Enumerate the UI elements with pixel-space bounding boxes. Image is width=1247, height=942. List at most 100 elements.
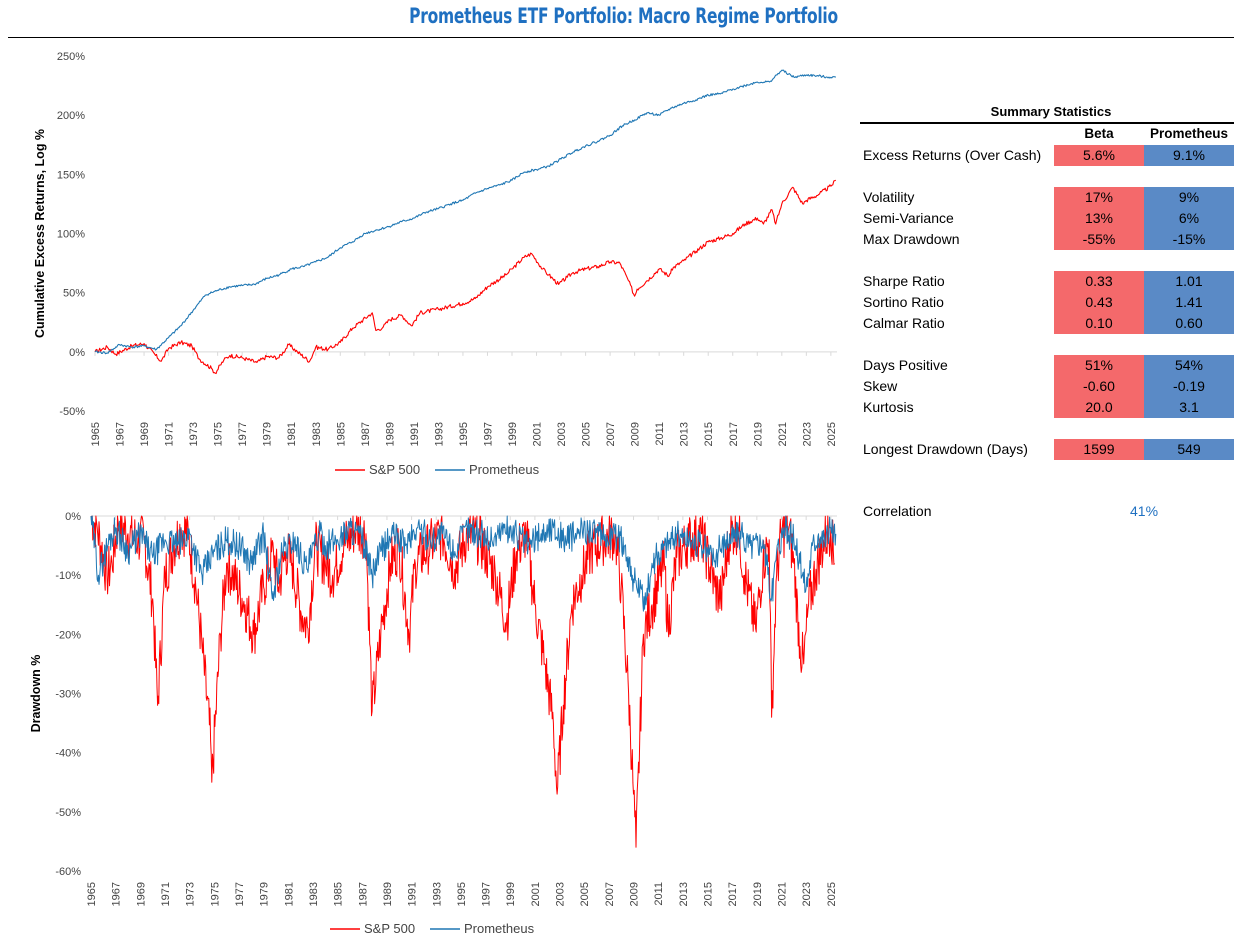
x-tick-label: 1971	[160, 882, 172, 906]
x-tick-label: 2017	[728, 422, 740, 446]
x-tick-label: 1969	[135, 882, 147, 906]
x-tick-label: 2003	[555, 882, 567, 906]
legend-label: Prometheus	[469, 462, 540, 477]
x-tick-label: 2001	[530, 882, 542, 906]
y-tick-label: -10%	[55, 570, 81, 582]
stats-beta-value: -55%	[1054, 229, 1144, 250]
y-tick-label: -60%	[55, 866, 81, 878]
series-prometheus	[90, 515, 837, 612]
x-tick-label: 1969	[139, 422, 151, 446]
x-tick-label: 1993	[433, 422, 445, 446]
stats-prometheus-value: -15%	[1144, 229, 1234, 250]
x-tick-label: 1983	[311, 422, 323, 446]
x-tick-label: 2005	[581, 422, 593, 446]
x-tick-label: 1991	[409, 422, 421, 446]
stats-prometheus-value: 6%	[1144, 208, 1234, 229]
series-line	[90, 515, 837, 612]
y-tick-label: 200%	[57, 110, 85, 122]
stats-row-calmar: Calmar Ratio 0.10 0.60	[860, 313, 1234, 334]
cumulative-returns-chart: 250% 200% 150% 100% 50% 0% -50% Cumulative Exce…	[33, 51, 838, 477]
stats-row-label: Kurtosis	[863, 399, 914, 415]
x-tick-label: 1973	[185, 882, 197, 906]
stats-beta-value: 1599	[1054, 439, 1144, 460]
stats-beta-value: 0.43	[1054, 292, 1144, 313]
y-tick-label: 100%	[57, 229, 85, 241]
x-tick-label: 2011	[653, 882, 665, 906]
x-tick-label: 2021	[777, 422, 789, 446]
title-divider	[8, 37, 1234, 38]
stats-row-label: Max Drawdown	[863, 231, 960, 247]
x-tick-label: 2013	[678, 882, 690, 906]
stats-beta-value: 5.6%	[1054, 145, 1144, 166]
x-tick-label: 1981	[286, 422, 298, 446]
y-tick-label: 50%	[63, 288, 85, 300]
stats-beta-value: -0.60	[1054, 376, 1144, 397]
x-tick-label: 1977	[234, 882, 246, 906]
stats-row-label: Skew	[863, 378, 898, 394]
stats-title-divider	[860, 122, 1234, 124]
stats-beta-value: 51%	[1054, 355, 1144, 376]
x-tick-label: 2021	[777, 882, 789, 906]
x-tick-label: 1987	[360, 422, 372, 446]
x-tick-label: 2001	[532, 422, 544, 446]
x-tick-label: 2025	[826, 422, 838, 446]
x-tick-label: 2007	[605, 422, 617, 446]
stats-row-excess-returns: Excess Returns (Over Cash) 5.6% 9.1%	[860, 145, 1234, 166]
stats-row-label: Longest Drawdown (Days)	[863, 441, 1028, 457]
stats-row-kurtosis: Kurtosis 20.0 3.1	[860, 397, 1234, 418]
stats-beta-value: 0.33	[1054, 271, 1144, 292]
x-tick-label: 1991	[407, 882, 419, 906]
x-tick-label: 1975	[209, 882, 221, 906]
col-header-prometheus: Prometheus	[1149, 126, 1229, 141]
stats-row-label: Sharpe Ratio	[863, 273, 945, 289]
x-tick-label: 2011	[654, 422, 666, 446]
x-tick-label: 2005	[579, 882, 591, 906]
stats-row-semi-variance: Semi-Variance 13% 6%	[860, 208, 1234, 229]
y-tick-label: -20%	[55, 629, 81, 641]
x-tick-label: 1977	[237, 422, 249, 446]
x-tick-label: 2015	[703, 882, 715, 906]
x-tick-label: 1999	[507, 422, 519, 446]
x-tick-label: 1989	[382, 882, 394, 906]
x-tick-label: 1965	[90, 422, 102, 446]
y-tick-label: -30%	[55, 689, 81, 701]
x-tick-label: 1989	[384, 422, 396, 446]
series-line	[94, 179, 836, 375]
y-axis-title: Drawdown %	[29, 655, 43, 733]
stats-row-label: Semi-Variance	[863, 210, 954, 226]
x-tick-label: 2009	[629, 882, 641, 906]
series-sp500	[94, 179, 836, 375]
page-title: Prometheus ETF Portfolio: Macro Regime P…	[409, 4, 838, 28]
x-tick-label: 1981	[283, 882, 295, 906]
drawdown-chart: 0% -10% -20% -30% -40% -50% -60% Drawdown % 1965…	[29, 511, 838, 936]
series-line	[90, 515, 835, 848]
stats-row-label: Days Positive	[863, 357, 948, 373]
x-tick-label: 2019	[752, 882, 764, 906]
stats-beta-value: 17%	[1054, 187, 1144, 208]
x-tick-label: 2013	[679, 422, 691, 446]
x-tick-label: 1979	[262, 422, 274, 446]
stats-row-label: Excess Returns (Over Cash)	[863, 147, 1042, 163]
x-tick-label: 2019	[752, 422, 764, 446]
col-header-beta: Beta	[1084, 126, 1114, 141]
stats-prometheus-value: -0.19	[1144, 376, 1234, 397]
stats-prometheus-value: 0.60	[1144, 313, 1234, 334]
stats-row-days-positive: Days Positive 51% 54%	[860, 355, 1234, 376]
x-tick-label: 1983	[308, 882, 320, 906]
stats-prometheus-value: 9.1%	[1144, 145, 1234, 166]
x-tick-label: 1965	[86, 882, 98, 906]
x-tick-label: 2009	[630, 422, 642, 446]
x-tick-label: 2023	[801, 882, 813, 906]
y-tick-label: -50%	[55, 807, 81, 819]
stats-row-label: Volatility	[863, 189, 915, 205]
series-line	[94, 69, 837, 355]
y-tick-label: 250%	[57, 51, 85, 63]
legend-label: S&P 500	[369, 462, 420, 477]
stats-beta-value: 20.0	[1054, 397, 1144, 418]
stats-title: Summary Statistics	[990, 104, 1112, 119]
series-sp500	[90, 515, 835, 848]
x-tick-label: 1997	[481, 882, 493, 906]
x-tick-label: 1975	[213, 422, 225, 446]
stats-beta-value: 0.10	[1054, 313, 1144, 334]
x-tick-label: 2023	[801, 422, 813, 446]
